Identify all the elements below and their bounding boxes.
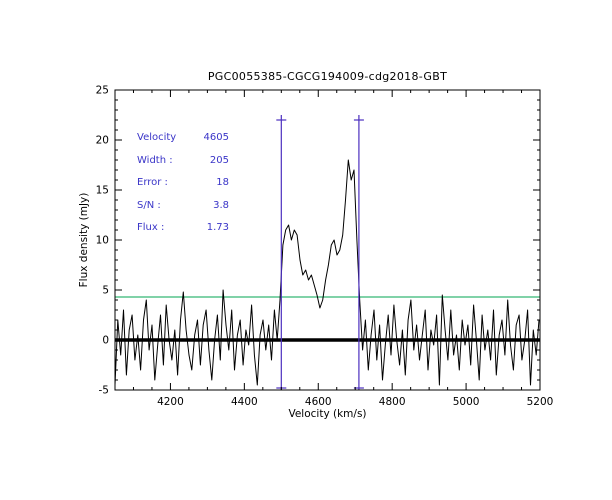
- plot-title: PGC0055385-CGCG194009-cdg2018-GBT: [207, 70, 448, 83]
- y-tick-label: 0: [102, 335, 109, 347]
- annotation-value: 1.73: [206, 222, 229, 233]
- annotation-label: Flux :: [137, 222, 165, 233]
- annotation-sn: S/N : 3.8: [137, 200, 229, 211]
- annotation-velocity: Velocity 4605: [137, 132, 229, 143]
- x-tick-label: 4200: [157, 396, 184, 408]
- x-tick-label: 4400: [231, 396, 258, 408]
- annotation-label: Width :: [137, 154, 173, 166]
- annotation-value: 4605: [203, 132, 229, 143]
- y-tick-label: -5: [99, 385, 109, 397]
- annotation-label: S/N :: [137, 199, 161, 211]
- annotation-value: 205: [209, 154, 229, 166]
- annotation-label: Velocity: [137, 132, 177, 143]
- y-tick-label: 5: [102, 285, 109, 297]
- fit-annotations: Velocity 4605 Width : 205 Error : 18 S/N…: [137, 132, 229, 233]
- annotation-value: 18: [216, 177, 229, 188]
- annotation-value: 3.8: [213, 199, 229, 211]
- y-tick-label: 10: [96, 235, 109, 247]
- x-tick-label: 5200: [527, 396, 554, 408]
- y-axis-label: Flux density (mJy): [78, 192, 90, 288]
- annotation-width: Width : 205: [137, 155, 229, 166]
- y-tick-label: 25: [96, 85, 109, 97]
- x-axis-label: Velocity (km/s): [288, 408, 367, 420]
- x-tick-label: 4600: [305, 396, 332, 408]
- x-tick-label: 5000: [453, 396, 480, 408]
- y-tick-label: 15: [96, 185, 109, 197]
- annotation-flux: Flux : 1.73: [137, 222, 229, 233]
- x-tick-label: 4800: [379, 396, 406, 408]
- spectrum-line: [114, 159, 540, 386]
- annotation-label: Error :: [137, 177, 168, 188]
- y-tick-label: 20: [96, 135, 109, 147]
- annotation-error: Error : 18: [137, 177, 229, 188]
